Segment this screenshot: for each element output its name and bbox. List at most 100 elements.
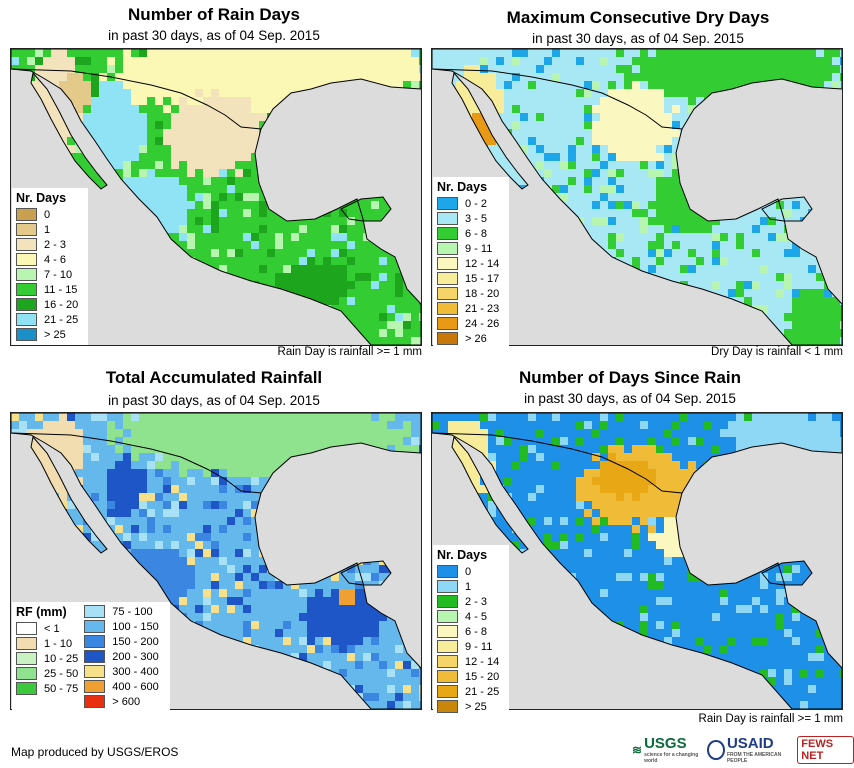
legend-swatch bbox=[16, 313, 37, 326]
us-mexico-border bbox=[11, 432, 262, 494]
legend-swatch bbox=[437, 700, 458, 713]
yucatan-coastline bbox=[340, 560, 392, 586]
legend-swatch bbox=[16, 238, 37, 251]
legend-item: 21 - 25 bbox=[437, 684, 505, 699]
legend-label: > 25 bbox=[465, 700, 487, 713]
usaid-logo: USAID FROM THE AMERICAN PEOPLE bbox=[707, 735, 791, 764]
legend-label: < 1 bbox=[44, 622, 60, 635]
legend-label: 2 - 3 bbox=[44, 238, 67, 251]
usaid-seal-icon bbox=[707, 739, 725, 760]
legend-item: 1 bbox=[437, 579, 505, 594]
legend-item: 24 - 26 bbox=[437, 316, 505, 331]
legend-item: 9 - 11 bbox=[437, 639, 505, 654]
legend-item: 50 - 75 bbox=[16, 681, 78, 696]
panel-4-title: Number of Days Since Rain bbox=[518, 368, 741, 387]
legend-item: > 26 bbox=[437, 331, 505, 346]
fews-net-logo: FEWS NET bbox=[797, 735, 854, 764]
usaid-logo-tag: FROM THE AMERICAN PEOPLE bbox=[726, 752, 782, 764]
legend-label: 24 - 26 bbox=[465, 317, 500, 330]
legend-title: RF (mm) bbox=[16, 605, 67, 619]
legend-swatch bbox=[16, 667, 37, 680]
legend-swatch bbox=[84, 695, 106, 708]
legend-swatch bbox=[16, 253, 37, 266]
legend-swatch bbox=[16, 223, 37, 236]
legend-max-dry-days: Nr. Days 0 - 2 3 - 5 6 - 8 9 - 11 12 - 14 15 … bbox=[433, 177, 509, 349]
legend-label: 11 - 15 bbox=[44, 283, 78, 296]
legend-label: 150 - 200 bbox=[112, 635, 159, 648]
legend-label: 0 bbox=[44, 208, 51, 221]
baja-coastline bbox=[30, 435, 108, 554]
legend-label: 1 bbox=[465, 580, 472, 593]
legend-label: 9 - 11 bbox=[465, 640, 493, 653]
legend-label: 0 - 2 bbox=[465, 197, 488, 210]
legend-swatch bbox=[437, 640, 458, 653]
legend-swatch bbox=[84, 650, 106, 663]
legend-swatch bbox=[437, 580, 458, 593]
legend-title: Nr. Days bbox=[16, 191, 67, 205]
panel-3-title: Total Accumulated Rainfall bbox=[105, 368, 323, 387]
legend-item: 4 - 6 bbox=[16, 252, 84, 267]
usgs-wave-icon: ≋ bbox=[632, 742, 643, 757]
legend-swatch bbox=[16, 622, 37, 635]
legend-swatch bbox=[437, 670, 458, 683]
legend-item: 16 - 20 bbox=[16, 297, 84, 312]
legend-label: 400 - 600 bbox=[112, 680, 159, 693]
legend-swatch bbox=[437, 685, 458, 698]
legend-swatch bbox=[84, 680, 106, 693]
panel-3-subtitle: in past 30 days, as of 04 Sep. 2015 bbox=[108, 393, 320, 408]
legend-label: 16 - 20 bbox=[44, 298, 79, 311]
legend-label: 7 - 10 bbox=[44, 268, 73, 281]
usgs-logo-text: USGS bbox=[644, 735, 687, 752]
legend-item: 7 - 10 bbox=[16, 267, 84, 282]
legend-item: 300 - 400 bbox=[84, 664, 159, 679]
legend-label: 75 - 100 bbox=[112, 605, 153, 618]
legend-item: 2 - 3 bbox=[437, 594, 505, 609]
us-mexico-border bbox=[432, 68, 683, 130]
legend-item: 0 - 2 bbox=[437, 196, 505, 211]
legend-swatch bbox=[84, 605, 106, 618]
legend-item: 12 - 14 bbox=[437, 256, 505, 271]
legend-swatch bbox=[437, 610, 458, 623]
legend-label: 25 - 50 bbox=[44, 667, 79, 680]
legend-item: 18 - 20 bbox=[437, 286, 505, 301]
legend-total-rainfall: RF (mm) < 1 1 - 10 10 - 25 25 - 50 50 - 75 7… bbox=[12, 602, 170, 712]
map-credit: Map produced by USGS/EROS bbox=[11, 745, 179, 759]
legend-swatch bbox=[437, 242, 458, 255]
legend-item: 150 - 200 bbox=[84, 634, 159, 649]
legend-item: 4 - 5 bbox=[437, 609, 505, 624]
legend-label: 18 - 20 bbox=[465, 287, 500, 300]
legend-label: 12 - 14 bbox=[465, 655, 500, 668]
legend-label: 15 - 20 bbox=[465, 670, 500, 683]
yucatan-coastline bbox=[761, 196, 813, 222]
legend-label: 4 - 6 bbox=[44, 253, 67, 266]
coastline bbox=[11, 413, 421, 709]
panel-1-note: Rain Day is rainfall >= 1 mm bbox=[277, 346, 422, 358]
legend-label: 10 - 25 bbox=[44, 652, 79, 665]
legend-label: > 26 bbox=[465, 332, 487, 345]
legend-swatch bbox=[437, 212, 458, 225]
legend-item: 25 - 50 bbox=[16, 666, 78, 681]
panel-1-subtitle: in past 30 days, as of 04 Sep. 2015 bbox=[108, 28, 320, 43]
legend-item: 9 - 11 bbox=[437, 241, 505, 256]
legend-label: 1 - 10 bbox=[44, 637, 73, 650]
legend-label: 300 - 400 bbox=[112, 665, 159, 678]
legend-item: < 1 bbox=[16, 621, 78, 636]
legend-swatch bbox=[84, 635, 106, 648]
legend-swatch bbox=[437, 272, 458, 285]
legend-label: 2 - 3 bbox=[465, 595, 488, 608]
legend-item: > 600 bbox=[84, 694, 158, 709]
legend-label: 1 bbox=[44, 223, 51, 236]
legend-item: 0 bbox=[16, 207, 84, 222]
legend-label: 6 - 8 bbox=[465, 227, 488, 240]
legend-swatch bbox=[437, 332, 458, 345]
legend-swatch bbox=[437, 197, 458, 210]
coastline bbox=[11, 49, 421, 345]
usgs-logo: ≋ USGS science for a changing world bbox=[632, 735, 701, 764]
panel-2-subtitle: in past 30 days, as of 04 Sep. 2015 bbox=[532, 31, 744, 46]
legend-swatch bbox=[84, 620, 106, 633]
legend-item: 21 - 23 bbox=[437, 301, 505, 316]
legend-item: 100 - 150 bbox=[84, 619, 159, 634]
logo-strip: ≋ USGS science for a changing world USAID… bbox=[632, 735, 854, 764]
legend-label: 0 bbox=[465, 565, 472, 578]
legend-item: 2 - 3 bbox=[16, 237, 84, 252]
